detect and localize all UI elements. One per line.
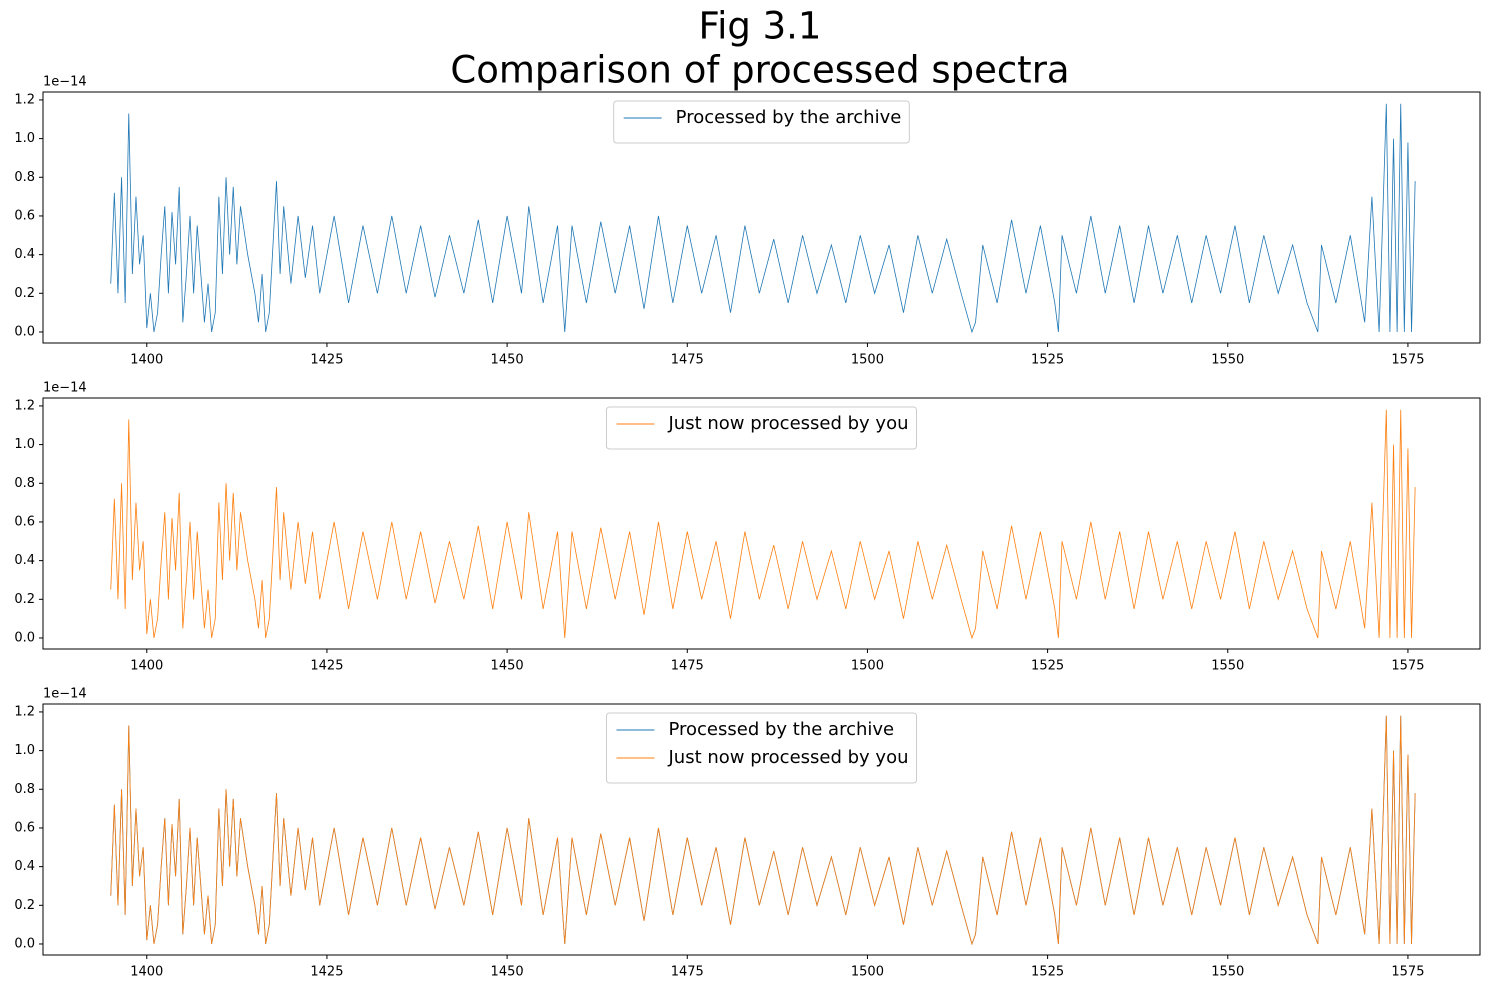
y-offset-label: 1e−14 [43,75,87,90]
spectrum-line [110,103,1416,334]
x-tick-label: 1575 [1391,965,1424,980]
x-tick-label: 1475 [671,353,704,368]
axes-frame [42,703,1481,956]
y-tick-label: 0.8 [14,476,35,491]
legend-label: Processed by the archive [668,719,894,740]
x-tick-label: 1525 [1031,965,1064,980]
x-tick-label: 1475 [671,659,704,674]
spectrum-line [110,715,1416,946]
x-tick-label: 1500 [851,965,884,980]
y-tick-label: 1.0 [14,743,35,758]
y-tick-label: 0.0 [14,630,35,645]
x-tick-label: 1450 [491,659,524,674]
x-tick-label: 1550 [1211,659,1244,674]
y-tick-label: 0.2 [14,898,35,913]
x-tick-label: 1450 [491,965,524,980]
y-tick-label: 0.4 [14,247,35,262]
x-tick-label: 1550 [1211,965,1244,980]
x-tick-label: 1500 [851,659,884,674]
y-tick-label: 0.4 [14,859,35,874]
legend: Processed by the archive [613,100,910,144]
y-tick-label: 0.6 [14,820,35,835]
legend-label: Processed by the archive [676,107,902,128]
legend-box [605,406,918,450]
x-tick-label: 1425 [310,659,343,674]
x-tick-label: 1575 [1391,659,1424,674]
x-tick-label: 1425 [310,353,343,368]
legend-label: Just now processed by you [667,413,908,434]
y-tick-label: 1.0 [14,437,35,452]
x-tick-label: 1400 [130,353,163,368]
axes-frame [42,91,1481,344]
axes-frame [42,397,1481,650]
y-tick-label: 0.2 [14,286,35,301]
x-tick-label: 1500 [851,353,884,368]
x-tick-label: 1550 [1211,353,1244,368]
x-tick-label: 1475 [671,965,704,980]
y-tick-label: 0.6 [14,514,35,529]
legend-box [613,100,910,144]
y-offset-label: 1e−14 [43,687,87,702]
legend-label: Just now processed by you [667,747,908,768]
x-tick-label: 1400 [130,965,163,980]
legend-box [605,712,918,784]
x-tick-label: 1425 [310,965,343,980]
figure-title: Comparison of processed spectra [450,49,1069,92]
x-tick-label: 1525 [1031,659,1064,674]
legend: Just now processed by you [605,406,918,450]
y-tick-label: 0.6 [14,208,35,223]
y-tick-label: 0.0 [14,936,35,951]
figure-title: Fig 3.1 [699,5,822,48]
y-tick-label: 0.4 [14,553,35,568]
spectrum-line [110,409,1416,640]
y-tick-label: 0.2 [14,592,35,607]
legend: Processed by the archive Just now process… [605,712,918,784]
y-tick-label: 1.2 [14,92,35,107]
y-tick-label: 1.2 [14,398,35,413]
y-tick-label: 1.0 [14,131,35,146]
x-tick-label: 1575 [1391,353,1424,368]
y-offset-label: 1e−14 [43,381,87,396]
x-tick-label: 1525 [1031,353,1064,368]
x-tick-label: 1450 [491,353,524,368]
y-tick-label: 0.8 [14,782,35,797]
x-tick-label: 1400 [130,659,163,674]
y-tick-label: 0.0 [14,324,35,339]
y-tick-label: 1.2 [14,704,35,719]
y-tick-label: 0.8 [14,170,35,185]
